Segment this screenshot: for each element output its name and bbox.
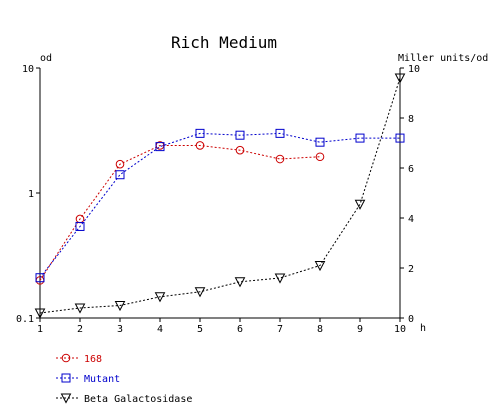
legend-item: 168 xyxy=(56,353,102,365)
data-point xyxy=(275,128,285,138)
x-tick-label: 8 xyxy=(317,324,323,335)
data-point xyxy=(234,277,246,288)
series-circle xyxy=(35,141,325,285)
data-point xyxy=(61,353,71,363)
x-tick-label: 5 xyxy=(197,324,203,335)
x-tick-label: 1 xyxy=(37,324,43,335)
right-tick-label: 10 xyxy=(408,64,420,75)
data-point xyxy=(115,170,125,180)
data-point xyxy=(74,303,86,314)
legend-item: Beta Galactosidase xyxy=(56,393,192,405)
right-tick-label: 2 xyxy=(408,264,414,275)
data-point xyxy=(395,133,405,143)
series-triangle-down xyxy=(34,73,406,319)
data-point xyxy=(155,142,165,152)
x-tick-label: 6 xyxy=(237,324,243,335)
data-point xyxy=(61,373,71,383)
right-axis-label: Miller units/od xyxy=(398,53,488,64)
data-point xyxy=(235,145,245,155)
x-tick-label: 3 xyxy=(117,324,123,335)
data-point xyxy=(60,393,72,404)
x-tick-label: 10 xyxy=(394,324,406,335)
data-point xyxy=(314,261,326,272)
left-tick-label: 1 xyxy=(28,189,34,200)
data-point xyxy=(75,221,85,231)
data-point xyxy=(195,141,205,150)
data-point xyxy=(394,73,406,84)
left-axis-label: od xyxy=(40,53,52,64)
data-point xyxy=(315,137,325,147)
left-tick-label: 0.1 xyxy=(16,314,34,325)
data-point xyxy=(115,159,125,169)
plot-area xyxy=(34,73,406,319)
right-tick-label: 4 xyxy=(408,214,414,225)
data-point xyxy=(195,128,205,138)
data-point xyxy=(194,287,206,298)
data-point xyxy=(114,301,126,312)
x-tick-label: 4 xyxy=(157,324,163,335)
right-tick-label: 6 xyxy=(408,164,414,175)
legend-label: Beta Galactosidase xyxy=(84,394,192,405)
data-point xyxy=(34,308,46,319)
data-point xyxy=(274,273,286,284)
data-point xyxy=(154,292,166,303)
data-point xyxy=(275,154,285,164)
data-point xyxy=(355,133,365,143)
right-tick-label: 0 xyxy=(408,314,414,325)
series-line xyxy=(39,145,321,281)
data-point xyxy=(354,199,366,210)
data-point xyxy=(235,130,245,140)
x-axis-label: h xyxy=(420,323,426,334)
x-tick-label: 2 xyxy=(77,324,83,335)
chart-title: Rich Medium xyxy=(171,33,277,52)
series-square xyxy=(35,128,405,283)
legend: 168 Mutant Beta Galactosidase xyxy=(56,353,192,405)
x-tick-label: 7 xyxy=(277,324,283,335)
left-tick-label: 10 xyxy=(22,64,34,75)
legend-item: Mutant xyxy=(56,373,120,385)
data-point xyxy=(315,152,325,162)
series-line xyxy=(39,132,400,279)
legend-label: Mutant xyxy=(84,374,120,385)
x-tick-label: 9 xyxy=(357,324,363,335)
right-tick-label: 8 xyxy=(408,114,414,125)
data-point xyxy=(35,273,45,283)
legend-label: 168 xyxy=(84,354,102,365)
series-line xyxy=(39,77,401,314)
